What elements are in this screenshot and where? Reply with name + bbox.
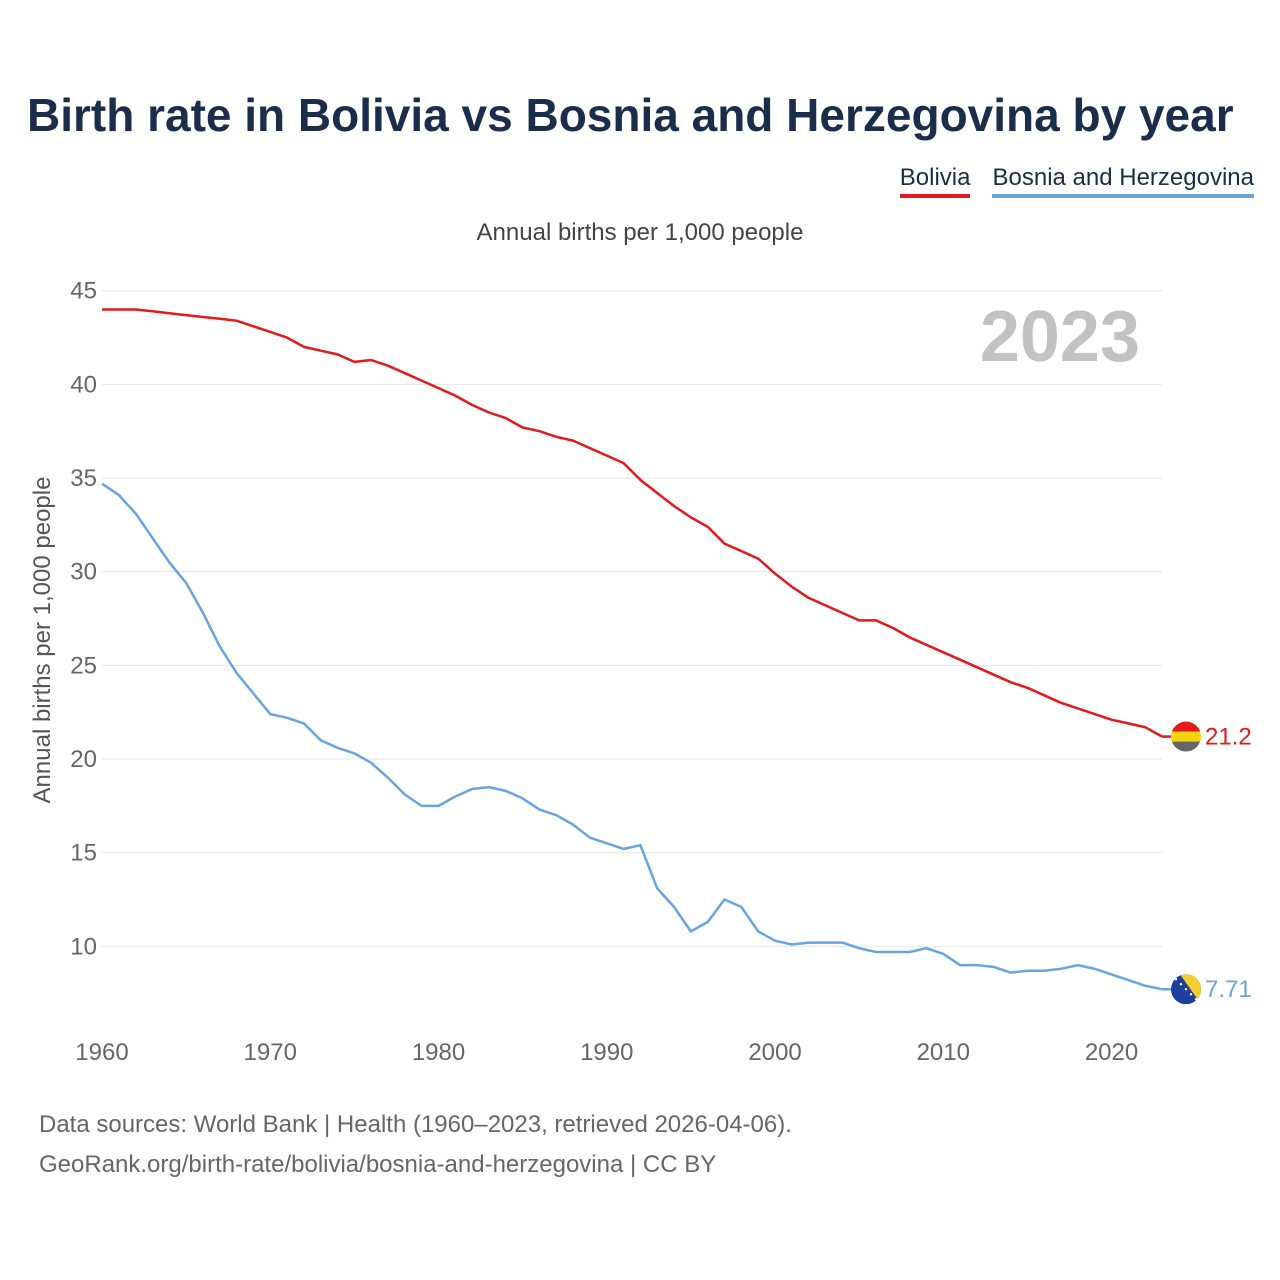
x-tick-label: 2000 xyxy=(748,1039,801,1066)
y-tick-label: 20 xyxy=(70,746,97,773)
chart-subtitle: Annual births per 1,000 people xyxy=(477,219,804,246)
footer-link[interactable]: GeoRank.org/birth-rate/bolivia/bosnia-an… xyxy=(39,1151,717,1178)
year-watermark: 2023 xyxy=(980,297,1140,377)
axis-ticks: 10 15 20 25 30 35 40 45 1960 1970 1980 1990 2000 2010… xyxy=(70,278,1138,1066)
x-tick-label: 1990 xyxy=(580,1039,633,1066)
grid-lines xyxy=(102,290,1162,947)
end-value-label-bosnia-and-herzegovina: 7.71 xyxy=(1205,976,1252,1003)
series-lines xyxy=(101,308,1163,991)
y-tick-label: 10 xyxy=(70,933,97,960)
legend-item-bolivia[interactable]: Bolivia xyxy=(899,164,971,198)
y-tick-label: 45 xyxy=(70,278,97,305)
x-tick-label: 1970 xyxy=(244,1039,297,1066)
end-markers: 21.2 7.71 xyxy=(1162,721,1252,1005)
footer: Data sources: World Bank | Health (1960–… xyxy=(39,1105,792,1185)
y-axis-label: Annual births per 1,000 people xyxy=(29,477,56,804)
x-tick-label: 2010 xyxy=(917,1039,970,1066)
series-line-bosnia-and-herzegovina xyxy=(101,482,1163,991)
x-tick-label: 1960 xyxy=(75,1039,128,1066)
chart-title: Birth rate in Bolivia vs Bosnia and Herz… xyxy=(27,89,1234,141)
y-tick-label: 25 xyxy=(70,652,97,679)
y-tick-label: 35 xyxy=(70,465,97,492)
x-tick-label: 1980 xyxy=(412,1039,465,1066)
bolivia-flag-icon xyxy=(1171,721,1201,752)
footer-source: Data sources: World Bank | Health (1960–… xyxy=(39,1111,792,1138)
y-tick-label: 15 xyxy=(70,840,97,867)
series-line-bolivia xyxy=(102,308,1163,738)
y-tick-label: 40 xyxy=(70,371,97,398)
bosnia-flag-icon xyxy=(1171,974,1201,1005)
legend-item-bosnia-and-herzegovina[interactable]: Bosnia and Herzegovina xyxy=(992,164,1254,198)
end-value-label-bolivia: 21.2 xyxy=(1205,724,1252,751)
x-tick-label: 2020 xyxy=(1085,1039,1138,1066)
y-tick-label: 30 xyxy=(70,559,97,586)
legend: Bolivia Bosnia and Herzegovina xyxy=(899,164,1254,198)
